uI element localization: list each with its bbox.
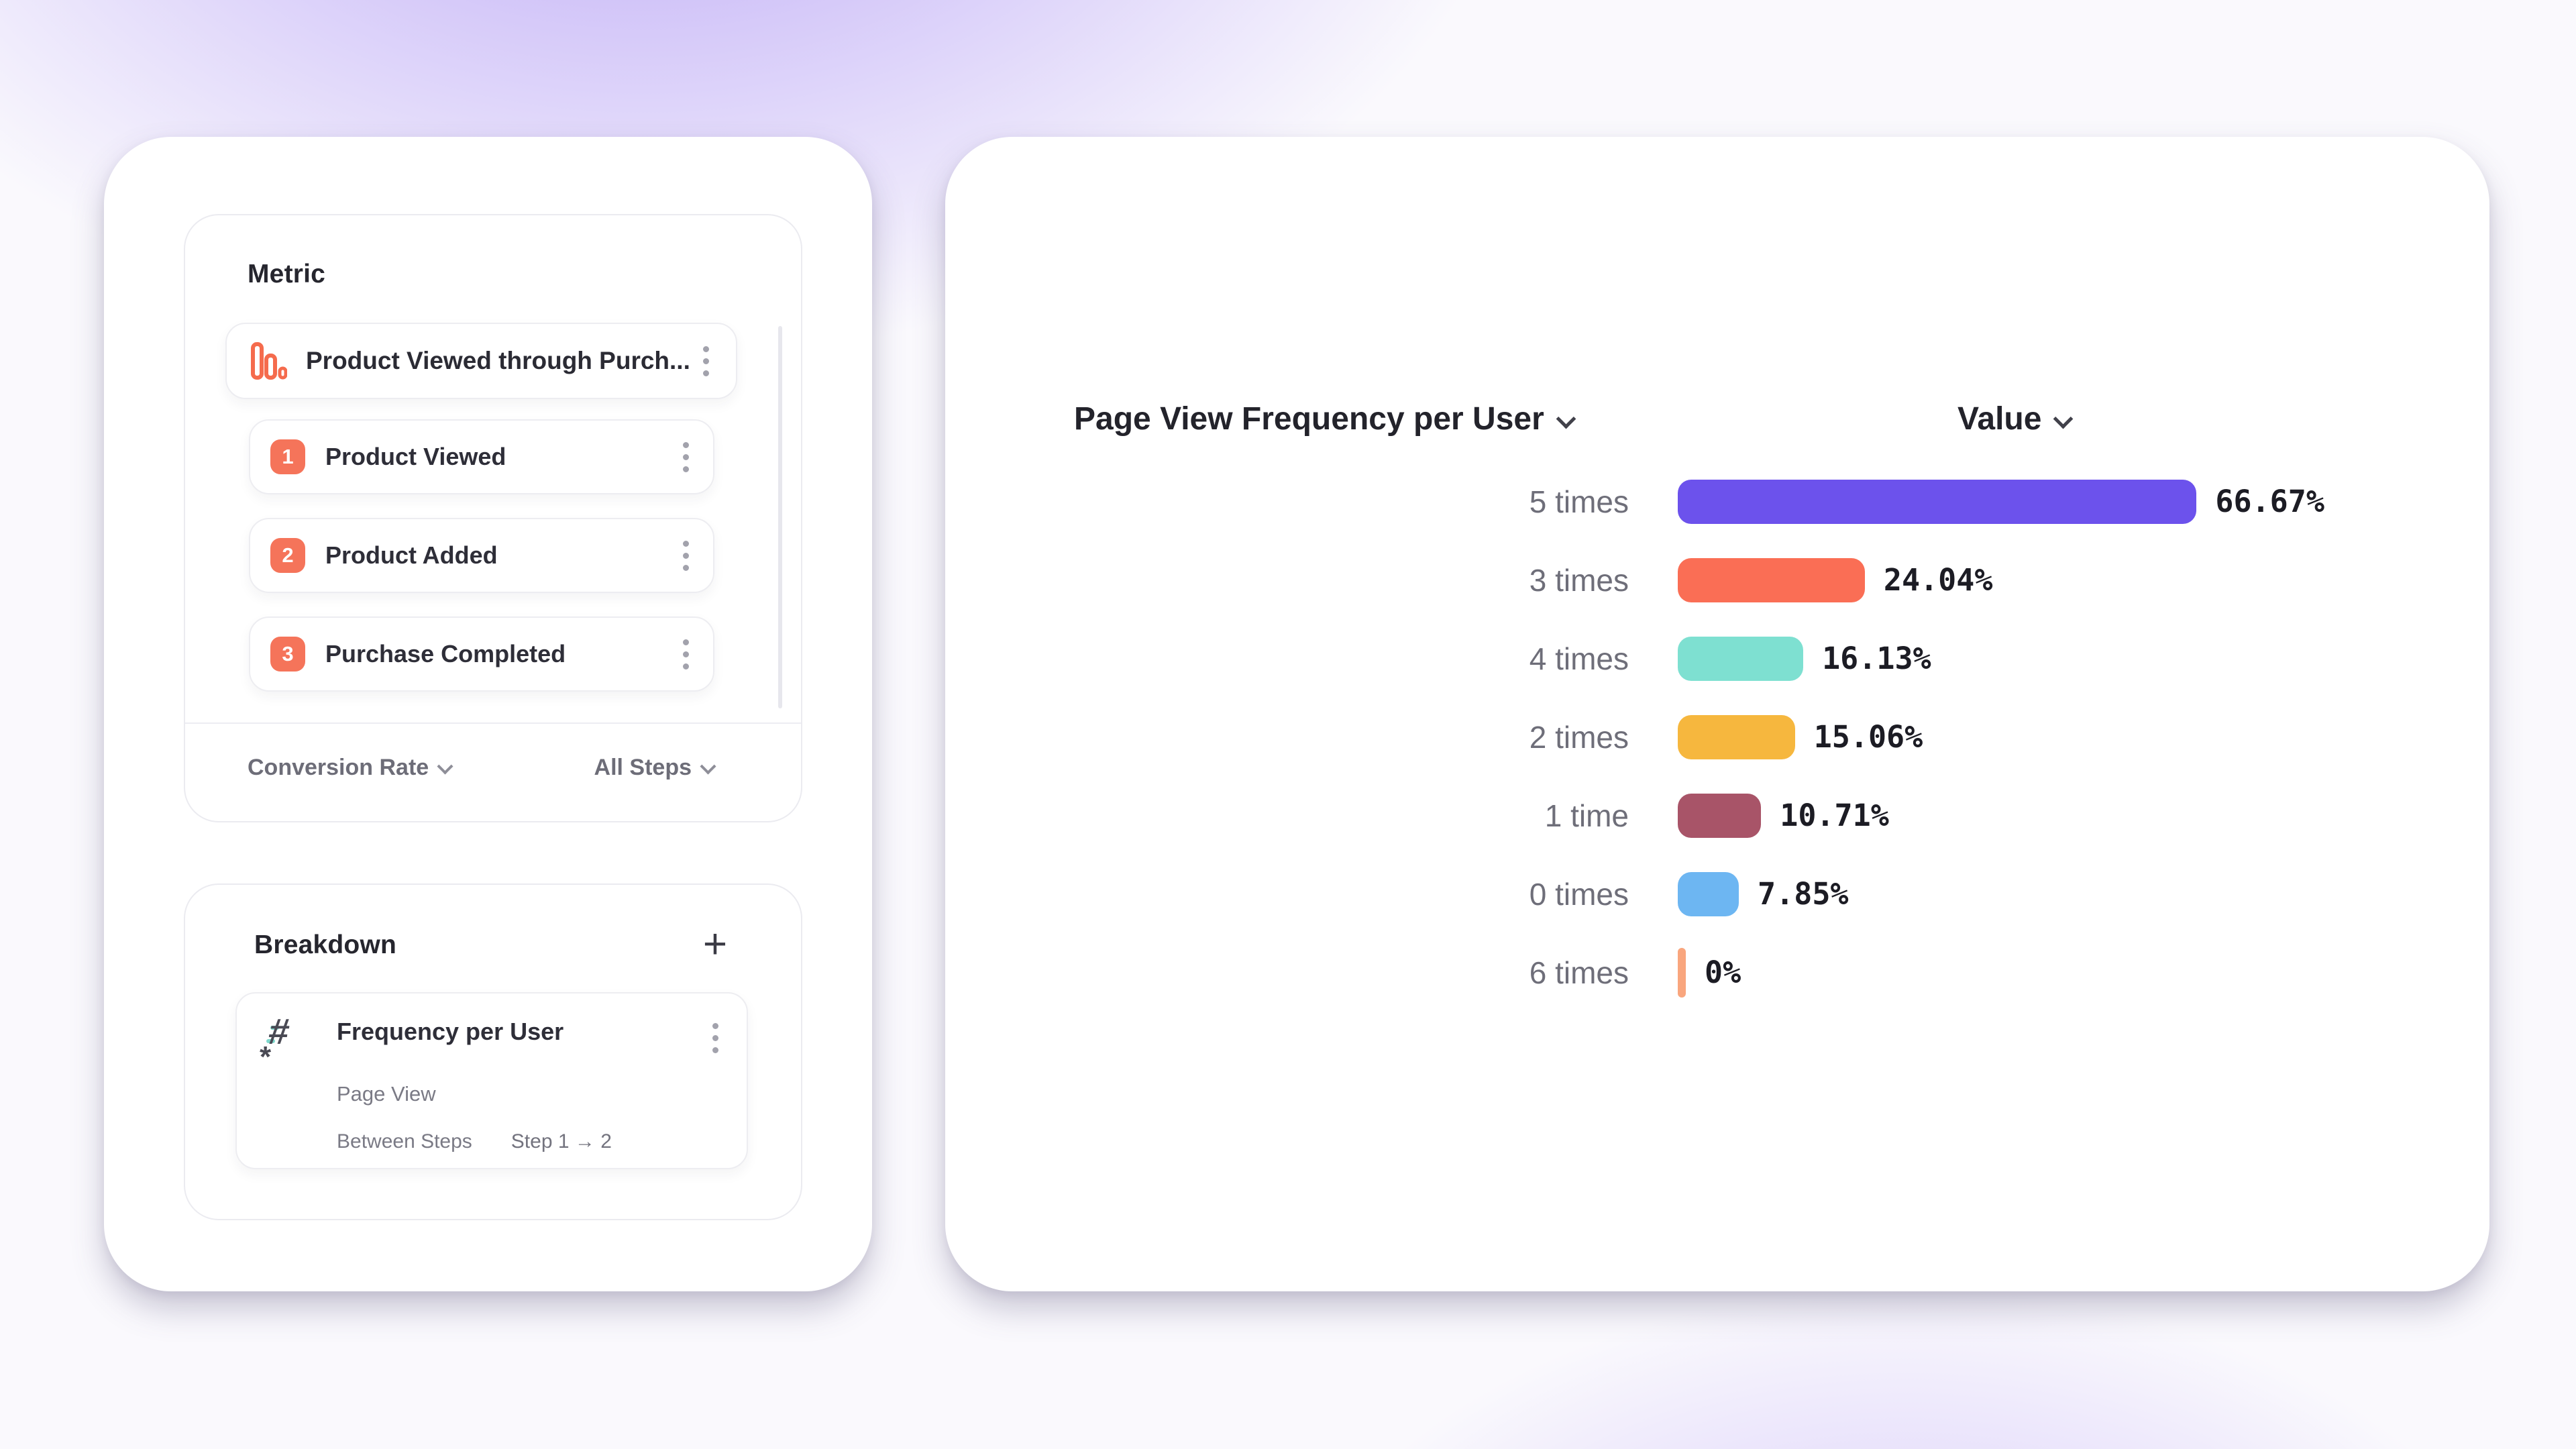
bar[interactable]	[1678, 557, 1865, 602]
bar[interactable]	[1678, 947, 1686, 998]
chart-card: Page View Frequency per User Value 5 tim…	[945, 137, 2489, 1291]
chart-title-dropdown[interactable]: Page View Frequency per User	[1074, 400, 1576, 437]
breakdown-item-event: Page View	[337, 1082, 436, 1106]
all-steps-dropdown[interactable]: All Steps	[594, 755, 716, 781]
bar-value-label: 15.06%	[1813, 719, 1923, 755]
step-number-badge: 2	[270, 538, 305, 573]
bar-category-label: 5 times	[1529, 484, 1629, 519]
chevron-down-icon	[2053, 409, 2074, 429]
chevron-down-icon	[700, 758, 716, 775]
chevron-down-icon	[437, 758, 453, 775]
chart-rows: 5 times 66.67% 3 times 24.04% 4 times 16.13% 2…	[945, 462, 2489, 1012]
bar-value-label: 24.04%	[1883, 562, 1993, 598]
bar[interactable]	[1678, 714, 1795, 759]
bar-category-label: 4 times	[1529, 641, 1629, 676]
step-label: Product Viewed	[325, 443, 506, 470]
bar-category-label: 1 time	[1544, 798, 1629, 833]
bar-category-label: 3 times	[1529, 562, 1629, 598]
kebab-menu-icon[interactable]	[679, 537, 693, 575]
kebab-menu-icon[interactable]	[699, 342, 713, 380]
breakdown-item[interactable]: # * Frequency per User Page View Between …	[235, 992, 748, 1169]
funnel-chart-icon	[250, 341, 287, 380]
hash-property-icon: # *	[260, 1012, 292, 1073]
chart-row: 6 times 0%	[945, 933, 2489, 1012]
bar-value-label: 7.85%	[1758, 876, 1849, 912]
chart-row: 5 times 66.67%	[945, 462, 2489, 541]
breakdown-panel: Breakdown + # * Frequency per User Page V…	[184, 883, 802, 1220]
chart-row: 3 times 24.04%	[945, 541, 2489, 619]
funnel-step-1[interactable]: 1 Product Viewed	[249, 419, 714, 494]
chart-row: 4 times 16.13%	[945, 619, 2489, 698]
step-number-badge: 1	[270, 439, 305, 474]
bar[interactable]	[1678, 871, 1739, 916]
funnel-metric-label: Product Viewed through Purch...	[306, 347, 690, 374]
bar[interactable]	[1678, 793, 1762, 838]
step-number-badge: 3	[270, 637, 305, 672]
breakdown-item-meta: Between Steps Step 1 → 2	[337, 1130, 612, 1153]
conversion-rate-dropdown[interactable]: Conversion Rate	[248, 755, 453, 781]
bar-category-label: 0 times	[1529, 876, 1629, 912]
metric-panel: Metric Product Viewed through Purch... 1…	[184, 214, 802, 822]
kebab-menu-icon[interactable]	[679, 635, 693, 674]
bar[interactable]	[1678, 636, 1804, 681]
kebab-menu-icon[interactable]	[679, 438, 693, 476]
chart-row: 1 time 10.71%	[945, 776, 2489, 855]
steps-scrollbar[interactable]	[778, 326, 782, 708]
bar-category-label: 2 times	[1529, 719, 1629, 755]
funnel-step-2[interactable]: 2 Product Added	[249, 518, 714, 593]
breakdown-panel-title: Breakdown	[254, 930, 397, 959]
kebab-menu-icon[interactable]	[708, 1019, 722, 1057]
bar-value-label: 66.67%	[2215, 484, 2324, 519]
chart-row: 2 times 15.06%	[945, 698, 2489, 776]
bar-category-label: 6 times	[1529, 955, 1629, 990]
step-label: Product Added	[325, 541, 498, 569]
funnel-metric-item[interactable]: Product Viewed through Purch...	[225, 323, 737, 399]
chart-row: 0 times 7.85%	[945, 855, 2489, 933]
add-breakdown-button[interactable]: +	[702, 920, 728, 967]
bar-value-label: 16.13%	[1822, 641, 1931, 676]
funnel-step-3[interactable]: 3 Purchase Completed	[249, 616, 714, 692]
step-label: Purchase Completed	[325, 640, 566, 667]
metric-panel-title: Metric	[248, 260, 326, 288]
breakdown-item-title: Frequency per User	[337, 1018, 564, 1045]
query-builder-card: Metric Product Viewed through Purch... 1…	[104, 137, 872, 1291]
bar-value-label: 10.71%	[1780, 798, 1889, 833]
metric-footer: Conversion Rate All Steps	[248, 747, 716, 788]
step-range-value: Step 1 → 2	[511, 1130, 612, 1152]
value-metric-dropdown[interactable]: Value	[1957, 400, 2074, 437]
chevron-down-icon	[1556, 409, 1576, 429]
between-steps-label: Between Steps	[337, 1130, 472, 1152]
bar[interactable]	[1678, 479, 2197, 524]
bar-value-label: 0%	[1705, 955, 1741, 990]
divider	[185, 722, 801, 724]
